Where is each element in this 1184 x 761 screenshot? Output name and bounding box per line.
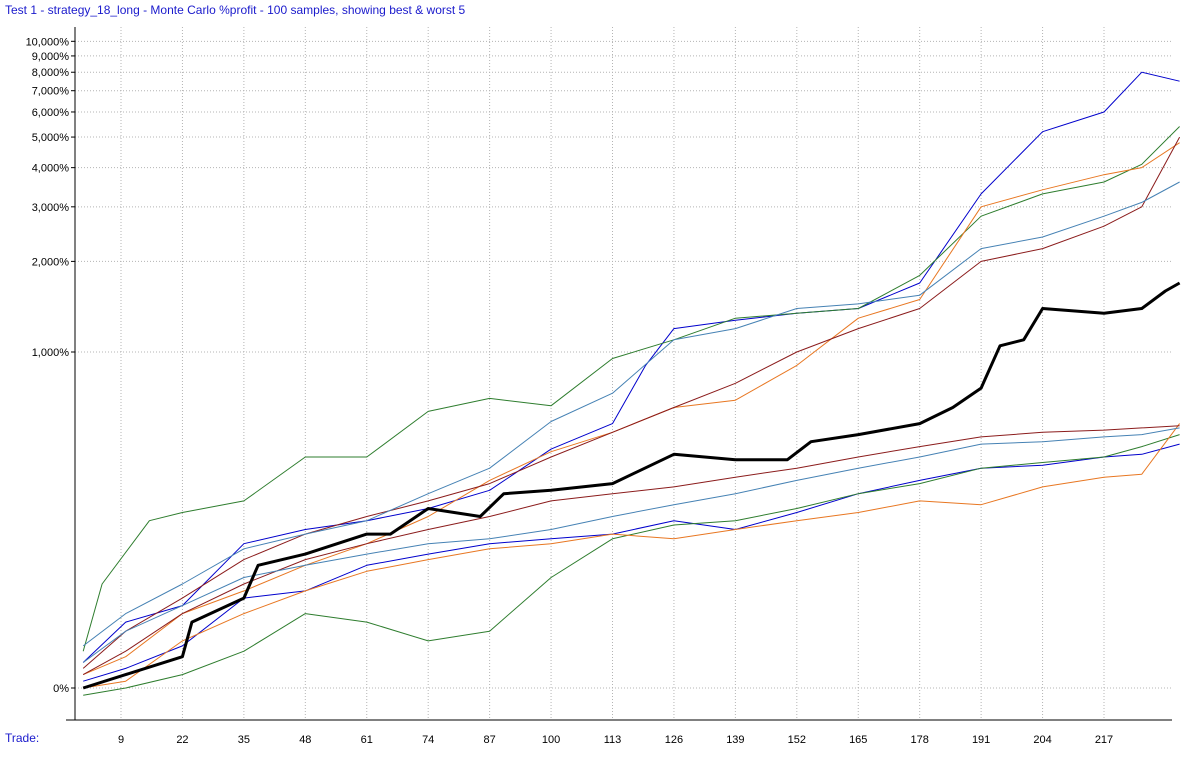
x-tick-label: 139: [726, 734, 744, 746]
x-tick-label: 178: [911, 734, 929, 746]
y-tick-label: 5,000%: [32, 132, 70, 144]
chart-title: Test 1 - strategy_18_long - Monte Carlo …: [5, 3, 466, 17]
y-tick-label: 2,000%: [32, 256, 70, 268]
x-tick-label: 113: [604, 734, 622, 746]
x-tick-label: 74: [422, 734, 434, 746]
y-tick-label: 0%: [53, 683, 69, 695]
axes: [66, 27, 1172, 721]
y-tick-label: 1,000%: [32, 347, 70, 359]
series-line-2: [82, 126, 1180, 652]
x-tick-label: 61: [361, 734, 373, 746]
x-axis-label: Trade:: [5, 731, 40, 745]
y-tick-label: 4,000%: [32, 163, 70, 175]
y-tick-label: 9,000%: [32, 51, 70, 63]
x-tick-label: 100: [542, 734, 560, 746]
series-line-5: [82, 181, 1180, 647]
series-line-10: [82, 427, 1180, 663]
x-tick-label: 22: [176, 734, 188, 746]
x-tick-label: 217: [1095, 734, 1113, 746]
y-tick-labels: 0% 1,000% 2,000% 3,000% 4,000% 5,000% 6,000% 7,…: [26, 36, 70, 695]
series-line-3: [83, 142, 1180, 676]
x-tick-label: 9: [118, 734, 124, 746]
series-line-1: [82, 71, 1180, 663]
x-tick-label: 165: [849, 734, 867, 746]
x-tick-label: 191: [972, 734, 990, 746]
y-tick-label: 8,000%: [32, 67, 70, 79]
x-tick-label: 87: [484, 734, 496, 746]
series-line-6: [83, 443, 1180, 682]
x-tick-label: 204: [1033, 734, 1051, 746]
y-tick-label: 10,000%: [26, 36, 70, 48]
series-line-8: [83, 423, 1181, 689]
x-tick-label: 152: [788, 734, 806, 746]
x-tick-label: 35: [238, 734, 250, 746]
series-line-9: [82, 425, 1180, 676]
y-tick-label: 7,000%: [32, 86, 70, 98]
series-line-7: [83, 434, 1180, 696]
x-tick-label: 126: [665, 734, 683, 746]
y-tick-label: 6,000%: [32, 107, 70, 119]
series-line-4: [82, 136, 1181, 669]
median-series-line: [82, 281, 1181, 690]
series-lines: [82, 71, 1181, 696]
y-tick-label: 3,000%: [32, 202, 70, 214]
x-tick-label: 48: [299, 734, 311, 746]
x-tick-labels: 9 22 35 48 61 74 87 100 113 126 139 152 165 178 191 204…: [118, 734, 1113, 746]
